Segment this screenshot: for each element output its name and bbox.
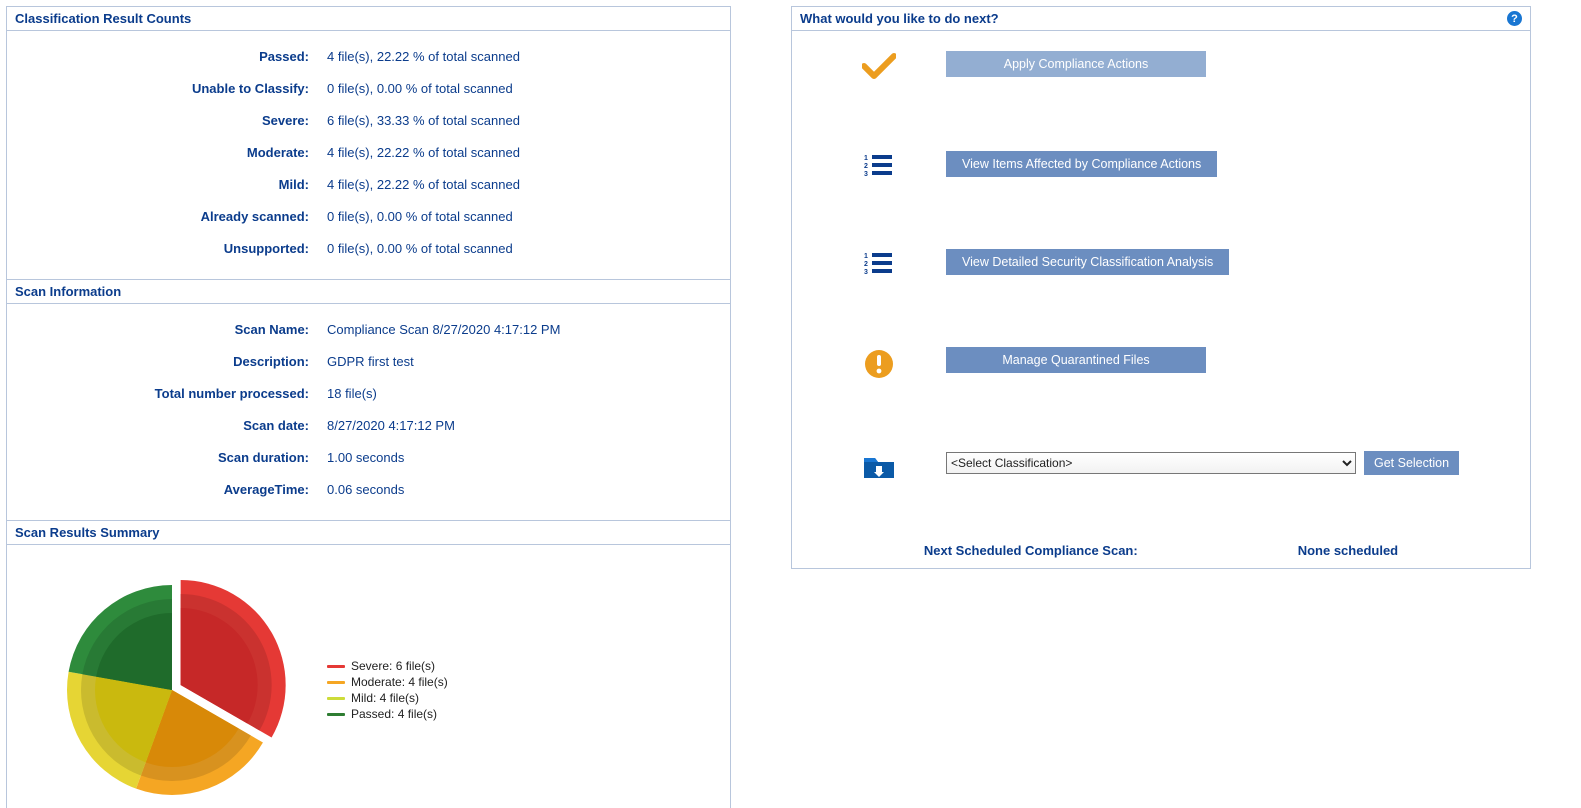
key-label: Unable to Classify: [27,73,327,105]
help-icon[interactable]: ? [1507,11,1522,26]
key-value: 8/27/2020 4:17:12 PM [327,410,455,442]
key-value: Compliance Scan 8/27/2020 4:17:12 PM [327,314,560,346]
key-value-row: Total number processed:18 file(s) [27,378,710,410]
next-scheduled-scan-row: Next Scheduled Compliance Scan: None sch… [792,529,1530,568]
key-value: GDPR first test [327,346,414,378]
legend-swatch [327,697,345,700]
svg-text:1: 1 [864,155,868,162]
apply-compliance-button[interactable]: Apply Compliance Actions [946,51,1206,77]
key-label: Moderate: [27,137,327,169]
pie-chart [57,575,287,805]
key-label: Unsupported: [27,233,327,265]
svg-text:1: 1 [864,253,868,260]
key-label: Passed: [27,41,327,73]
view-affected-button[interactable]: View Items Affected by Compliance Action… [946,151,1217,177]
pie-chart-legend: Severe: 6 file(s)Moderate: 4 file(s)Mild… [327,658,448,722]
key-value: 6 file(s), 33.33 % of total scanned [327,105,520,137]
legend-label: Severe: 6 file(s) [351,658,435,674]
key-value: 0 file(s), 0.00 % of total scanned [327,233,513,265]
key-value-row: Severe:6 file(s), 33.33 % of total scann… [27,105,710,137]
legend-swatch [327,713,345,716]
key-value-row: Scan duration:1.00 seconds [27,442,710,474]
key-value: 0 file(s), 0.00 % of total scanned [327,201,513,233]
key-value: 0.06 seconds [327,474,404,506]
key-label: AverageTime: [27,474,327,506]
legend-swatch [327,665,345,668]
svg-text:3: 3 [864,269,868,275]
legend-row: Moderate: 4 file(s) [327,674,448,690]
legend-swatch [327,681,345,684]
numbered-list-icon: 1 2 3 [862,249,896,275]
numbered-list-icon: 1 2 3 [862,151,896,177]
key-label: Already scanned: [27,201,327,233]
action-row-view-affected: 1 2 3 View Items Affected by Compliance … [862,151,1460,177]
legend-row: Passed: 4 file(s) [327,706,448,722]
classification-select[interactable]: <Select Classification> [946,452,1356,474]
next-actions-panel: What would you like to do next? ? Apply … [791,6,1531,569]
next-actions-title: What would you like to do next? [800,11,999,26]
key-value-row: Unsupported:0 file(s), 0.00 % of total s… [27,233,710,265]
key-label: Scan Name: [27,314,327,346]
scan-information-body: Scan Name:Compliance Scan 8/27/2020 4:17… [7,304,730,520]
get-selection-button[interactable]: Get Selection [1364,451,1459,475]
key-label: Mild: [27,169,327,201]
next-scheduled-scan-label: Next Scheduled Compliance Scan: [924,543,1138,558]
view-analysis-button[interactable]: View Detailed Security Classification An… [946,249,1229,275]
key-value: 4 file(s), 22.22 % of total scanned [327,41,520,73]
key-value-row: Scan date:8/27/2020 4:17:12 PM [27,410,710,442]
action-row-manage-quarantine: Manage Quarantined Files [862,347,1460,379]
key-value-row: Mild:4 file(s), 22.22 % of total scanned [27,169,710,201]
key-value: 0 file(s), 0.00 % of total scanned [327,73,513,105]
key-value: 4 file(s), 22.22 % of total scanned [327,169,520,201]
key-label: Description: [27,346,327,378]
key-value-row: Scan Name:Compliance Scan 8/27/2020 4:17… [27,314,710,346]
key-value: 18 file(s) [327,378,377,410]
action-row-apply: Apply Compliance Actions [862,51,1460,79]
key-label: Scan duration: [27,442,327,474]
scan-results-summary-panel: Scan Results Summary Severe: 6 file(s)Mo… [6,521,731,808]
key-label: Total number processed: [27,378,327,410]
key-value-row: Description:GDPR first test [27,346,710,378]
action-row-view-analysis: 1 2 3 View Detailed Security Classificat… [862,249,1460,275]
key-value-row: Already scanned:0 file(s), 0.00 % of tot… [27,201,710,233]
legend-label: Mild: 4 file(s) [351,690,419,706]
key-label: Severe: [27,105,327,137]
warning-icon [862,347,896,379]
classification-counts-panel: Classification Result Counts Passed:4 fi… [6,6,731,280]
key-value-row: Unable to Classify:0 file(s), 0.00 % of … [27,73,710,105]
key-label: Scan date: [27,410,327,442]
manage-quarantine-button[interactable]: Manage Quarantined Files [946,347,1206,373]
next-scheduled-scan-value: None scheduled [1298,543,1398,558]
checkmark-icon [862,51,896,79]
folder-download-icon [862,451,896,479]
scan-results-summary-title: Scan Results Summary [7,521,730,545]
key-value-row: AverageTime:0.06 seconds [27,474,710,506]
legend-row: Mild: 4 file(s) [327,690,448,706]
classification-counts-title: Classification Result Counts [7,7,730,31]
key-value: 1.00 seconds [327,442,404,474]
key-value-row: Moderate:4 file(s), 22.22 % of total sca… [27,137,710,169]
classification-counts-body: Passed:4 file(s), 22.22 % of total scann… [7,31,730,279]
legend-label: Moderate: 4 file(s) [351,674,448,690]
svg-text:2: 2 [864,261,868,268]
legend-label: Passed: 4 file(s) [351,706,437,722]
key-value: 4 file(s), 22.22 % of total scanned [327,137,520,169]
legend-row: Severe: 6 file(s) [327,658,448,674]
scan-information-panel: Scan Information Scan Name:Compliance Sc… [6,280,731,521]
scan-results-chart-area: Severe: 6 file(s)Moderate: 4 file(s)Mild… [7,545,730,808]
svg-text:2: 2 [864,163,868,170]
action-row-select-classification: <Select Classification> Get Selection [862,451,1460,479]
scan-information-title: Scan Information [7,280,730,304]
key-value-row: Passed:4 file(s), 22.22 % of total scann… [27,41,710,73]
svg-text:3: 3 [864,171,868,177]
